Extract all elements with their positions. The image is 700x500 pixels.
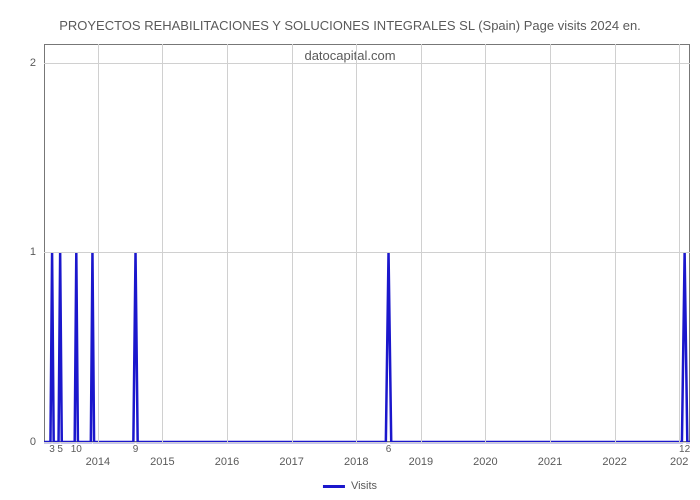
x-tick-label-minor: 10	[71, 444, 82, 455]
gridline-v	[227, 44, 228, 442]
legend: Visits	[323, 480, 377, 492]
gridline-v	[356, 44, 357, 442]
x-tick-label-minor: 6	[386, 444, 392, 455]
gridline-v	[485, 44, 486, 442]
legend-label: Visits	[351, 480, 377, 492]
gridline-v	[550, 44, 551, 442]
chart-title-line1: PROYECTOS REHABILITACIONES Y SOLUCIONES …	[59, 18, 641, 33]
gridline-v	[421, 44, 422, 442]
gridline-v	[98, 44, 99, 442]
x-tick-label-major: 202	[670, 456, 688, 468]
x-tick-label-major: 2014	[86, 456, 110, 468]
x-tick-label-minor: 9	[133, 444, 139, 455]
gridline-v	[615, 44, 616, 442]
legend-swatch	[323, 485, 345, 488]
plot-area: 0122014201520162017201820192020202120222…	[44, 44, 690, 442]
gridline-v	[162, 44, 163, 442]
x-tick-label-minor: 3	[49, 444, 55, 455]
x-tick-label-major: 2020	[473, 456, 497, 468]
x-tick-label-major: 2022	[602, 456, 626, 468]
gridline-h	[44, 252, 690, 253]
y-tick-label: 0	[30, 436, 36, 448]
gridline-h	[44, 442, 690, 443]
gridline-v	[679, 44, 680, 442]
y-tick-label: 1	[30, 246, 36, 258]
y-tick-label: 2	[30, 57, 36, 69]
x-tick-label-minor: 5	[57, 444, 63, 455]
x-tick-label-major: 2019	[409, 456, 433, 468]
chart-container: PROYECTOS REHABILITACIONES Y SOLUCIONES …	[0, 0, 700, 500]
visits-line	[44, 44, 690, 442]
gridline-h	[44, 63, 690, 64]
x-tick-label-major: 2015	[150, 456, 174, 468]
gridline-v	[292, 44, 293, 442]
x-tick-label-minor: 12	[679, 444, 690, 455]
x-tick-label-major: 2017	[279, 456, 303, 468]
x-tick-label-major: 2016	[215, 456, 239, 468]
x-tick-label-major: 2018	[344, 456, 368, 468]
x-tick-label-major: 2021	[538, 456, 562, 468]
